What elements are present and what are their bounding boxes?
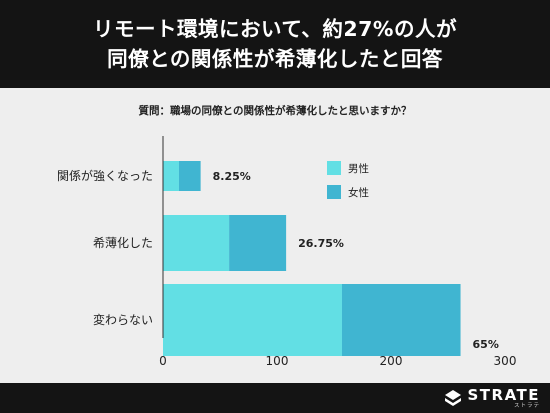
bar-male-3	[163, 284, 342, 356]
chart-question: 質問：職場の同僚との関係性が希薄化したと思いますか？	[139, 104, 412, 117]
bar-male-1	[163, 161, 179, 191]
legend-label-male: 男性	[348, 162, 369, 175]
footer-bar: STRATE ストラテ	[0, 383, 550, 413]
chart-panel: 質問：職場の同僚との関係性が希薄化したと思いますか？ 関係が強くなった 8.25%…	[0, 88, 550, 383]
legend-swatch-male	[327, 161, 341, 175]
bar-female-2	[229, 215, 287, 271]
headline-line-1: リモート環境において、約27%の人が	[93, 17, 457, 41]
headline-line-2: 同僚との関係性が希薄化したと回答	[107, 47, 443, 71]
value-label-2: 26.75%	[298, 237, 344, 250]
category-label-1: 関係が強くなった	[57, 168, 153, 183]
bar-female-1	[178, 161, 201, 191]
category-label-3: 変わらない	[93, 312, 153, 327]
logo-subtext: ストラテ	[513, 403, 540, 409]
bar-male-2	[163, 215, 230, 271]
legend-swatch-female	[327, 185, 341, 199]
strate-logo-icon	[445, 390, 462, 406]
logo-name: STRATE	[467, 386, 540, 404]
x-tick-label-0: 0	[159, 354, 167, 368]
x-tick-label-200: 200	[380, 354, 403, 368]
value-label-3: 65%	[473, 338, 499, 351]
x-tick-label-300: 300	[494, 354, 517, 368]
strate-logo: STRATE ストラテ	[444, 387, 540, 409]
value-label-1: 8.25%	[213, 170, 251, 183]
category-label-2: 希薄化した	[93, 235, 153, 250]
bar-female-3	[341, 284, 461, 356]
x-tick-label-100: 100	[266, 354, 289, 368]
bar-chart: 質問：職場の同僚との関係性が希薄化したと思いますか？ 関係が強くなった 8.25%…	[57, 104, 517, 368]
header-banner: リモート環境において、約27%の人が 同僚との関係性が希薄化したと回答	[0, 0, 550, 88]
legend-label-female: 女性	[348, 186, 369, 199]
